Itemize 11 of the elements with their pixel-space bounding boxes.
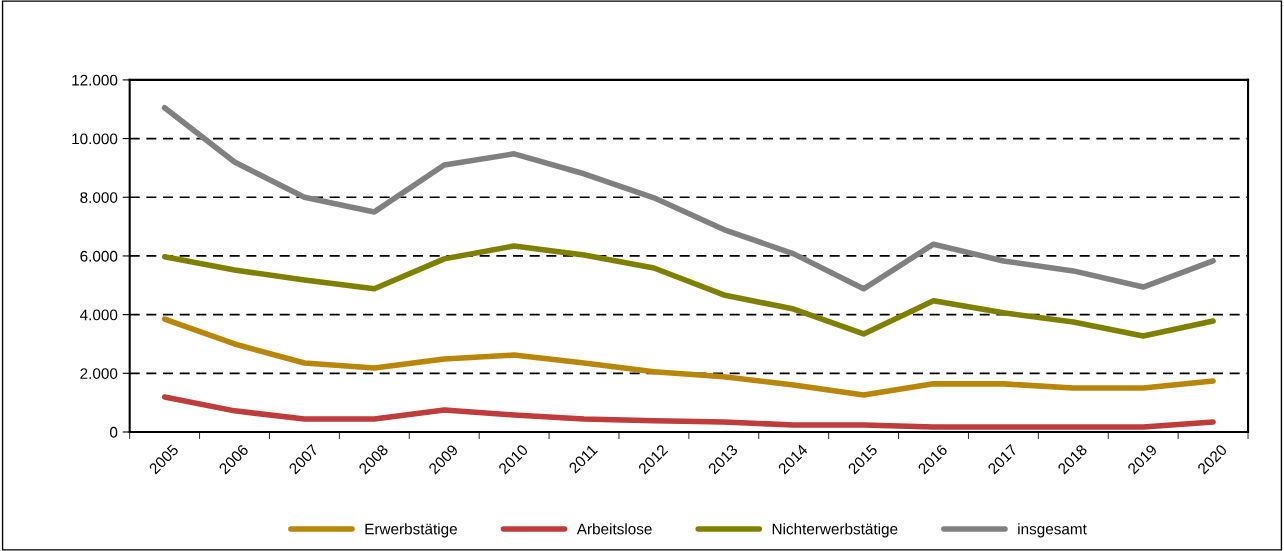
y-tick-label: 10.000 xyxy=(72,133,118,145)
y-tick-label: 0 xyxy=(109,426,118,438)
legend-label: Nichterwerbstätige xyxy=(772,523,898,538)
y-tick-label: 6.000 xyxy=(80,250,118,262)
y-tick-label: 12.000 xyxy=(72,74,118,86)
y-tick-label: 8.000 xyxy=(80,192,118,203)
legend-label: Erwerbstätige xyxy=(365,523,457,538)
y-tick-label: 4.000 xyxy=(80,309,118,321)
y-tick-label: 2.000 xyxy=(80,368,118,379)
legend-label: insgesamt xyxy=(1018,523,1087,538)
legend-label: Arbeitslose xyxy=(576,523,652,535)
